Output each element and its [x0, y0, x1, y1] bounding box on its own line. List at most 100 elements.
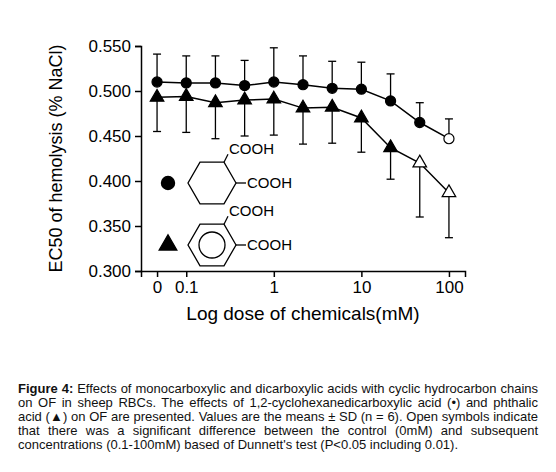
y-tick-label: 0.500: [88, 82, 131, 101]
y-tick-mark: [135, 226, 141, 228]
structure-label: COOH: [247, 236, 292, 253]
error-cap: [241, 135, 249, 136]
error-cap: [270, 47, 278, 48]
data-point: [150, 89, 164, 101]
y-tick-label: 0.450: [88, 127, 131, 146]
error-stem: [156, 97, 157, 131]
x-tick-mark: [361, 271, 363, 277]
error-stem: [332, 107, 333, 143]
data-point: [267, 91, 281, 103]
error-bar: [211, 103, 219, 139]
error-cap: [182, 132, 190, 133]
series-line: [157, 96, 449, 192]
x-tick-label: 0.1: [175, 278, 199, 297]
error-bar: [299, 108, 307, 144]
key-marker: [161, 176, 174, 189]
data-point: [384, 140, 398, 152]
error-cap: [445, 118, 453, 119]
data-point: [179, 89, 193, 101]
error-stem: [361, 118, 362, 152]
plot-area: [150, 48, 455, 238]
error-cap: [416, 102, 424, 103]
data-point: [355, 110, 369, 122]
error-cap: [387, 179, 395, 180]
y-tick-mark: [135, 181, 141, 183]
error-bar: [387, 148, 395, 180]
error-bar: [153, 97, 161, 131]
error-stem: [302, 108, 303, 144]
structure-label: COOH: [247, 174, 292, 191]
x-tick: 10: [352, 271, 371, 297]
error-cap: [357, 152, 365, 153]
x-tick-mark: [449, 271, 451, 277]
y-axis: 0.3000.3500.4000.4500.5000.550: [88, 37, 141, 281]
y-tick-mark: [135, 136, 141, 138]
space: [73, 381, 77, 396]
x-axis-line: [142, 272, 466, 278]
x-tick: 1: [270, 271, 279, 297]
error-stem: [186, 96, 187, 132]
ring: [188, 224, 236, 266]
bond: [224, 154, 228, 162]
y-tick-label: 0.350: [88, 217, 131, 236]
error-stem: [273, 99, 274, 135]
structure-label: COOH: [229, 140, 274, 157]
data-point: [152, 77, 162, 87]
data-point: [210, 78, 220, 88]
data-point: [325, 99, 339, 111]
x-tick: 0.1: [175, 271, 199, 297]
data-point: [296, 100, 310, 112]
error-stem: [215, 103, 216, 139]
error-bar: [241, 100, 249, 136]
aromatic-ring: [199, 232, 225, 258]
caption-text: Effects of monocarboxylic and dicarboxyl…: [18, 381, 538, 452]
data-point: [209, 95, 223, 107]
error-cap: [299, 143, 307, 144]
bond: [224, 216, 228, 224]
y-tick-mark: [135, 91, 141, 93]
y-tick: 0.300: [88, 262, 141, 281]
ring: [188, 162, 236, 204]
x-tick: 100: [435, 271, 463, 297]
data-point: [413, 155, 427, 167]
data-point: [238, 92, 252, 104]
data-point: [415, 117, 425, 127]
data-point: [298, 80, 308, 90]
data-point: [181, 78, 191, 88]
x-axis-title: Log dose of chemicals(mM): [186, 303, 419, 324]
chart: 0.3000.3500.4000.4500.5000.55000.1110100…: [0, 0, 556, 380]
error-bars: [153, 96, 453, 237]
error-cap: [357, 62, 365, 63]
y-axis-title: EC50 of hemolysis (% NaCl): [46, 44, 66, 272]
error-bar: [182, 96, 190, 132]
caption: Figure 4: Effects of monocarboxylic and …: [18, 382, 538, 452]
error-bar: [445, 193, 453, 238]
data-point: [356, 84, 366, 94]
error-bar: [328, 107, 336, 143]
structure-key: COOHCOOH: [159, 202, 292, 266]
error-cap: [445, 237, 453, 238]
y-tick-label: 0.300: [88, 262, 131, 281]
y-tick-mark: [135, 271, 141, 273]
error-cap: [211, 138, 219, 139]
error-stem: [419, 163, 420, 217]
error-cap: [241, 60, 249, 61]
y-tick: 0.350: [88, 217, 141, 236]
y-tick: 0.500: [88, 82, 141, 101]
data-point: [327, 83, 337, 93]
y-tick-label: 0.550: [88, 37, 131, 56]
data-point: [240, 81, 250, 91]
bond: [236, 182, 246, 183]
data-point: [269, 77, 279, 87]
bond: [236, 244, 246, 245]
y-tick: 0.450: [88, 127, 141, 146]
error-stem: [244, 100, 245, 136]
error-stem: [448, 193, 449, 238]
data-point: [386, 96, 396, 106]
y-tick: 0.550: [88, 37, 141, 56]
data-point: [444, 134, 454, 144]
x-tick-label: 0: [153, 278, 162, 297]
error-cap: [153, 131, 161, 132]
error-cap: [211, 55, 219, 56]
y-tick-mark: [135, 46, 141, 48]
